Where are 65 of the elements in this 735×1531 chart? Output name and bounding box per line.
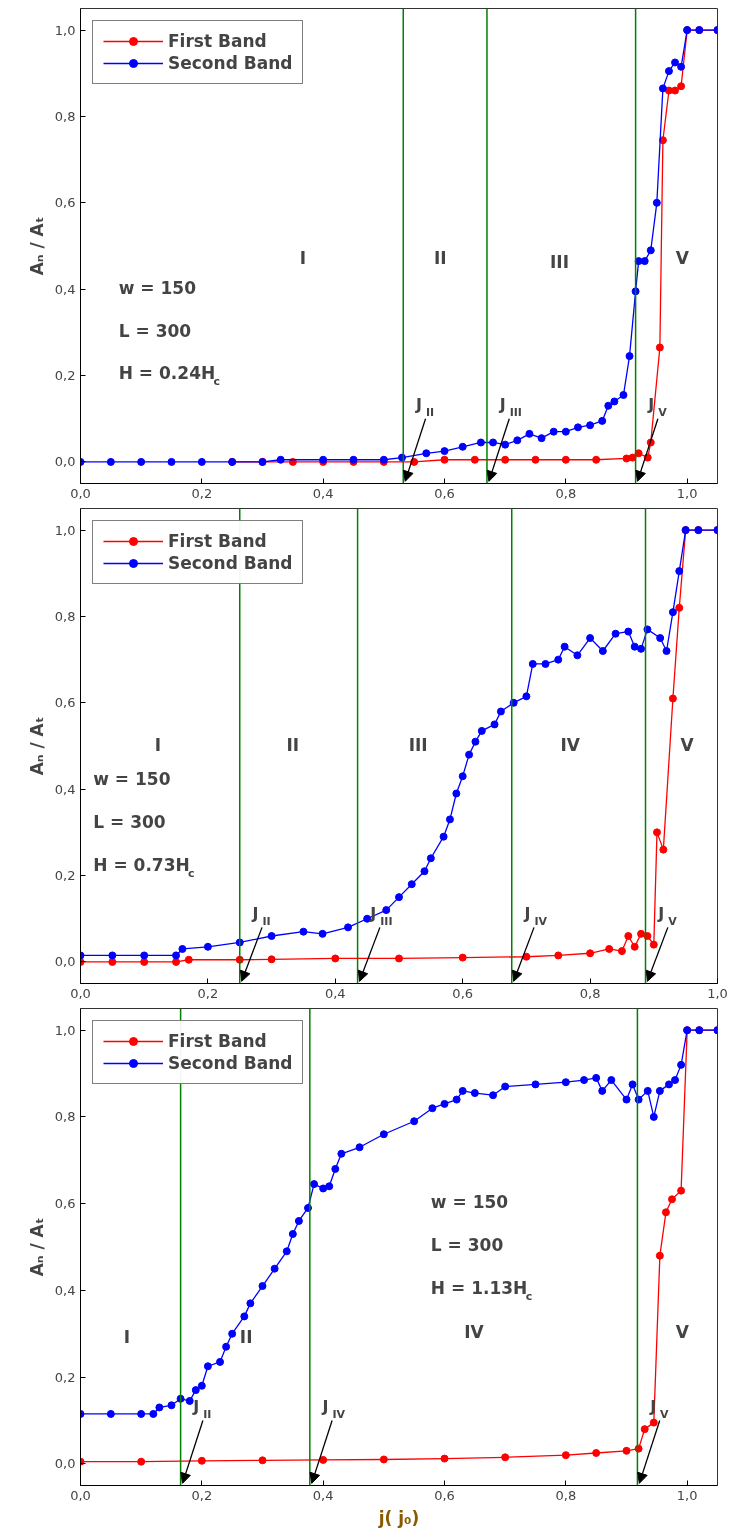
legend-label: Second Band bbox=[168, 1053, 293, 1073]
annotation: II bbox=[433, 247, 447, 268]
y-tick-label: 0,0 bbox=[54, 954, 76, 970]
annotation: V bbox=[675, 1322, 690, 1343]
legend-label: First Band bbox=[168, 531, 267, 551]
annotation: IV bbox=[464, 1322, 485, 1343]
x-tick-label: 0,2 bbox=[191, 1487, 213, 1503]
legend-label: Second Band bbox=[168, 53, 293, 73]
annotation: L = 300 bbox=[93, 811, 166, 832]
y-tick-label: 0,8 bbox=[54, 108, 76, 124]
annotation: I bbox=[123, 1326, 131, 1347]
annotation: IV bbox=[560, 734, 581, 755]
y-tick-label: 1,0 bbox=[54, 22, 76, 38]
x-tick-label: 1,0 bbox=[676, 485, 698, 501]
y-axis-title: Aₙ / Aₜ bbox=[26, 716, 47, 776]
y-tick-label: 0,6 bbox=[54, 695, 76, 711]
y-tick-label: 0,2 bbox=[54, 368, 76, 384]
x-tick-label: 1,0 bbox=[707, 985, 728, 1001]
y-tick-label: 1,0 bbox=[54, 1022, 76, 1038]
x-tick-label: 0,2 bbox=[197, 985, 219, 1001]
annotation: II bbox=[239, 1326, 253, 1347]
y-tick-label: 0,8 bbox=[54, 608, 76, 624]
annotation: II bbox=[286, 734, 300, 755]
annotation: w = 150 bbox=[430, 1192, 509, 1213]
y-tick-label: 0,2 bbox=[54, 1369, 76, 1385]
x-tick-label: 0,4 bbox=[312, 1487, 334, 1503]
y-tick-label: 0,0 bbox=[54, 1456, 76, 1472]
x-tick-label: 0,4 bbox=[312, 485, 334, 501]
y-tick-label: 0,6 bbox=[54, 1196, 76, 1212]
annotation: I bbox=[299, 247, 307, 268]
y-axis-title: Aₙ / Aₜ bbox=[26, 216, 47, 276]
x-tick-label: 0,8 bbox=[555, 1487, 577, 1503]
y-axis-title: Aₙ / Aₜ bbox=[26, 1217, 47, 1277]
x-tick-label: 0,6 bbox=[434, 1487, 455, 1503]
x-tick-label: 0,0 bbox=[70, 485, 91, 501]
annotation: w = 150 bbox=[118, 277, 197, 298]
annotation: III bbox=[408, 734, 428, 755]
legend-label: First Band bbox=[168, 1031, 267, 1051]
x-tick-label: 0,8 bbox=[579, 985, 601, 1001]
y-tick-label: 0,4 bbox=[54, 781, 76, 797]
x-tick-label: 0,2 bbox=[191, 485, 213, 501]
x-tick-label: 0,0 bbox=[70, 985, 91, 1001]
y-tick-label: 0,0 bbox=[54, 454, 76, 470]
legend-label: First Band bbox=[168, 31, 267, 51]
y-tick-label: 1,0 bbox=[54, 522, 76, 538]
y-tick-label: 0,4 bbox=[54, 281, 76, 297]
annotation: V bbox=[675, 247, 690, 268]
y-tick-label: 0,8 bbox=[54, 1109, 76, 1125]
legend-label: Second Band bbox=[168, 553, 293, 573]
annotation: V bbox=[680, 734, 695, 755]
annotation: L = 300 bbox=[118, 320, 192, 341]
y-tick-label: 0,6 bbox=[54, 195, 76, 211]
annotation: I bbox=[154, 734, 162, 755]
x-tick-label: 0,8 bbox=[555, 485, 577, 501]
x-tick-label: 0,6 bbox=[434, 485, 455, 501]
x-tick-label: 1,0 bbox=[676, 1487, 698, 1503]
y-tick-label: 0,4 bbox=[54, 1282, 76, 1298]
annotation: w = 150 bbox=[93, 769, 171, 790]
x-tick-label: 0,6 bbox=[452, 985, 474, 1001]
x-tick-label: 0,0 bbox=[70, 1487, 91, 1503]
annotation: III bbox=[550, 251, 570, 272]
x-axis-title: j( j₀) bbox=[377, 1507, 420, 1528]
annotation: L = 300 bbox=[430, 1235, 504, 1256]
x-tick-label: 0,4 bbox=[324, 985, 346, 1001]
y-tick-label: 0,2 bbox=[54, 868, 76, 884]
